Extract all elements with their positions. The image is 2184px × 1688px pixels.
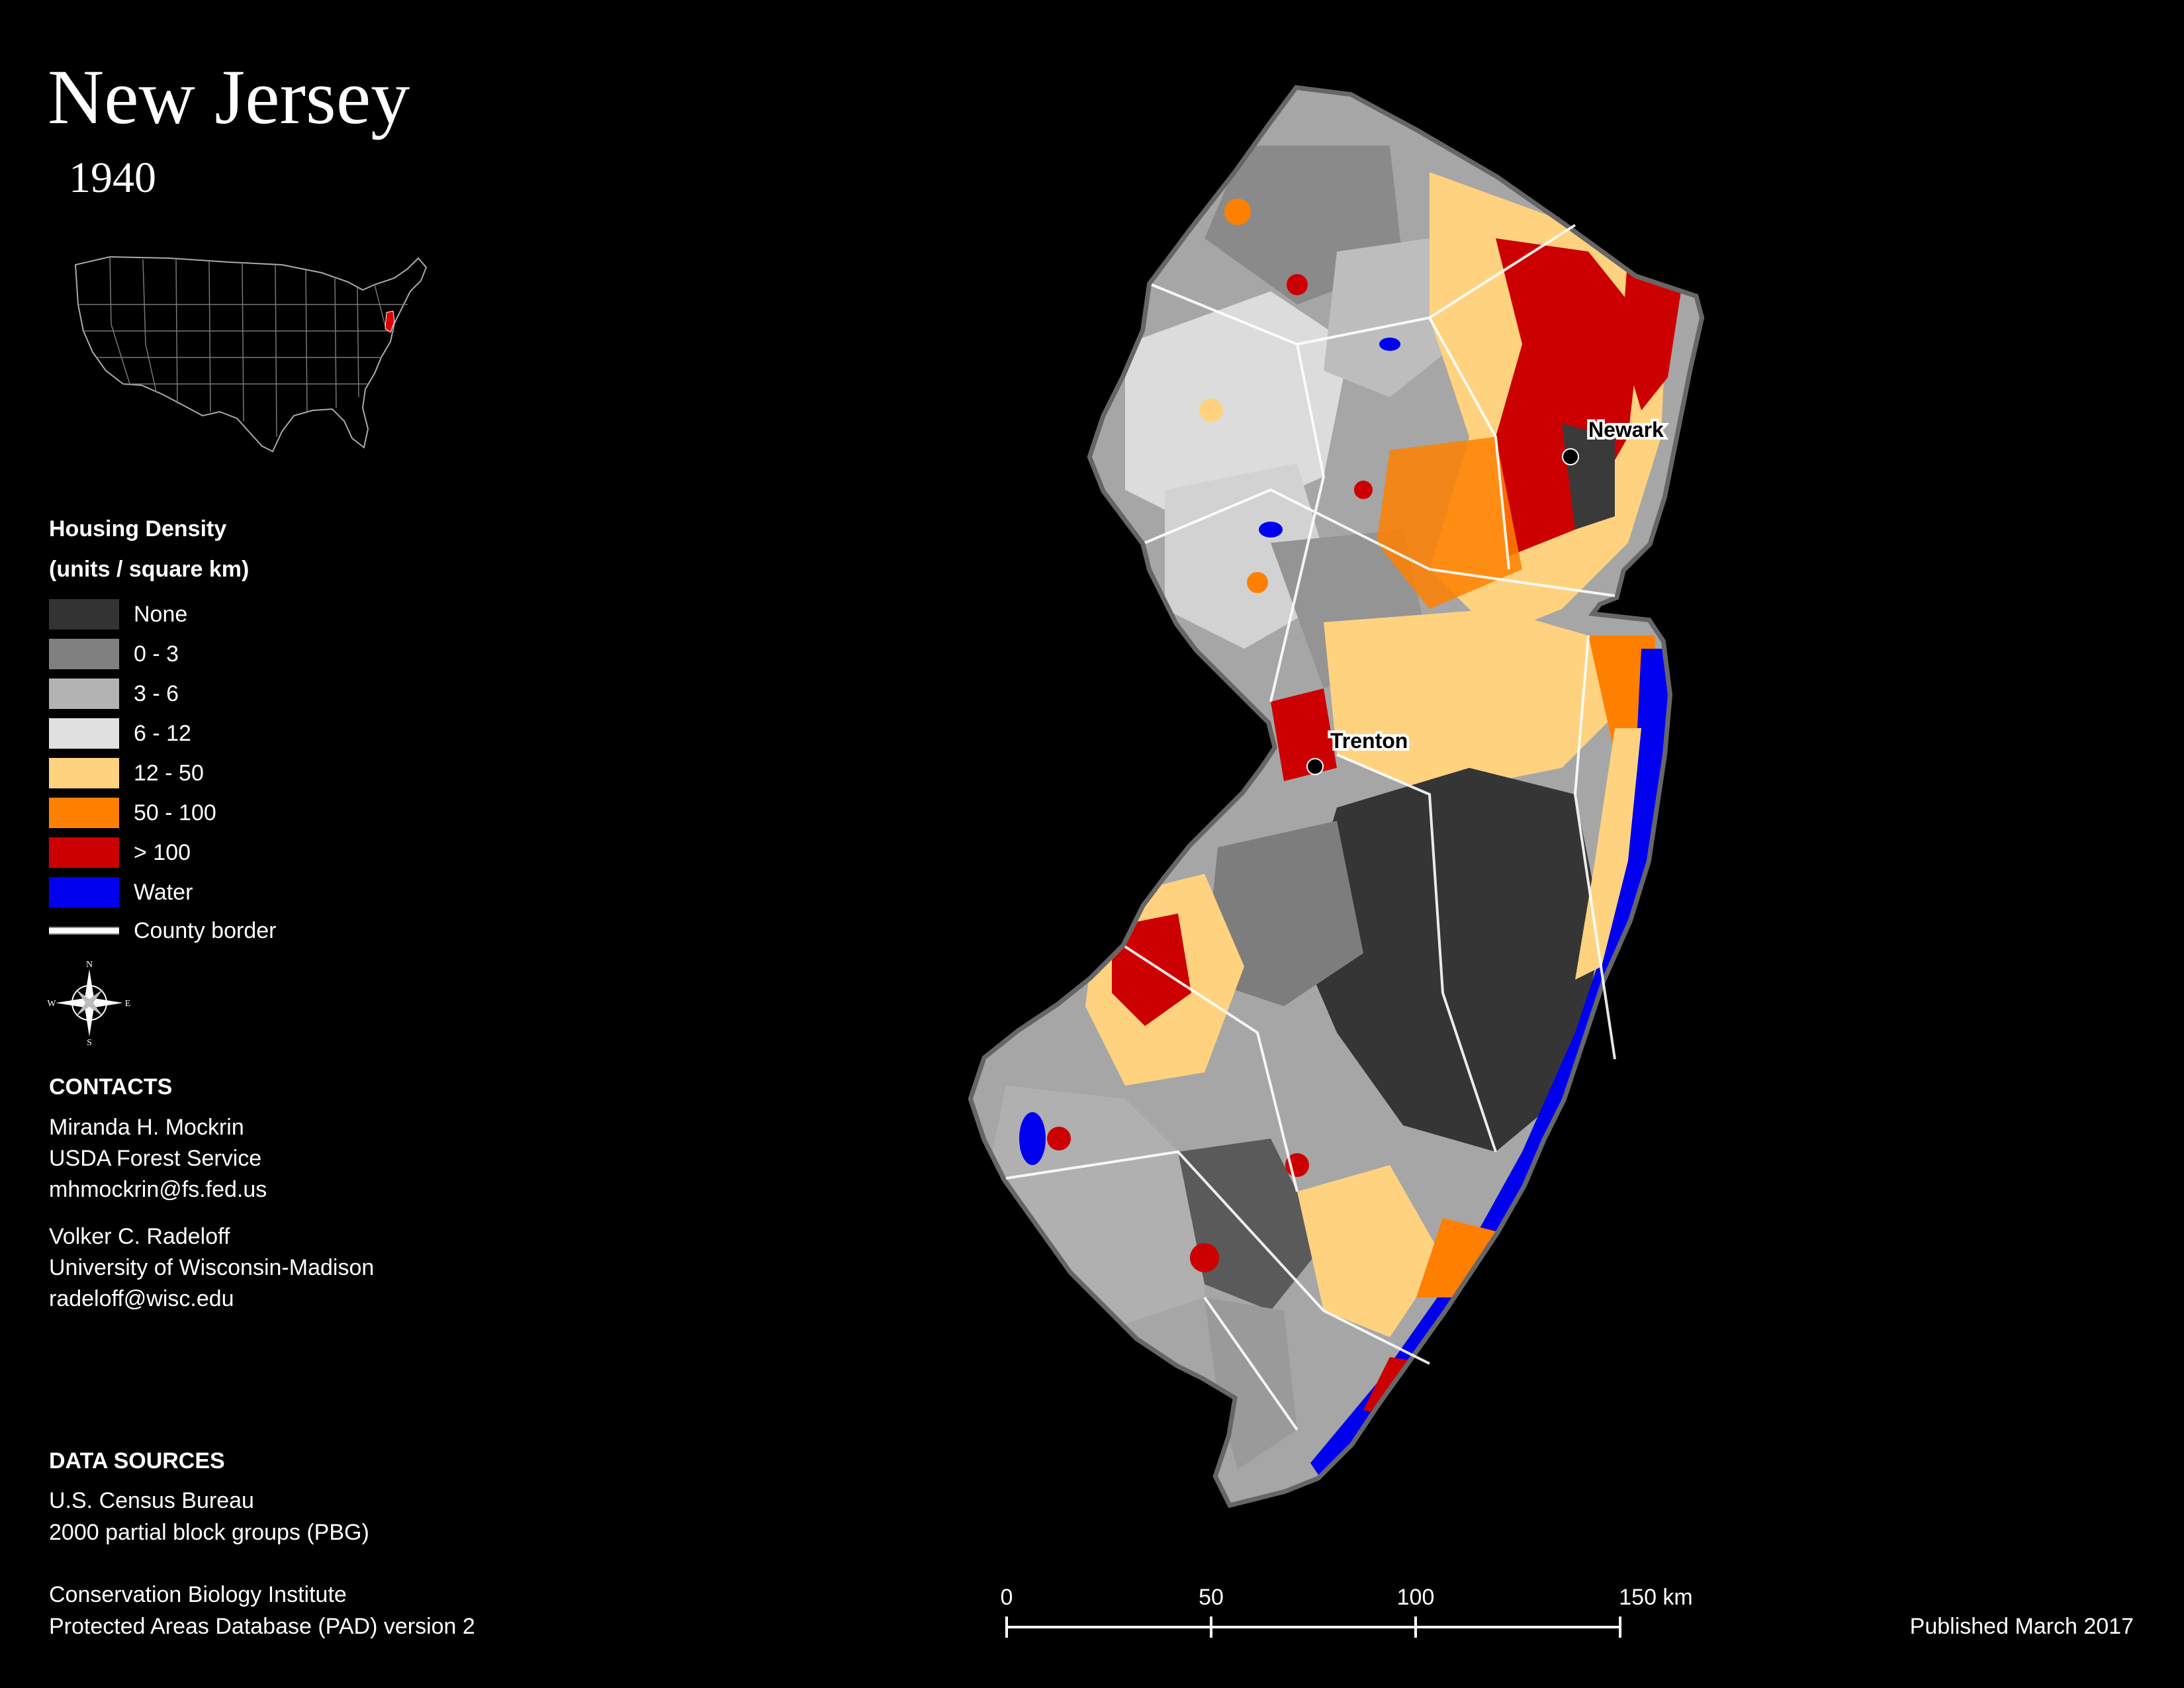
legend-label: 0 - 3 bbox=[134, 641, 179, 667]
contact-org: USDA Forest Service bbox=[49, 1146, 262, 1171]
compass-w: W bbox=[47, 999, 56, 1009]
legend-label: County border bbox=[134, 918, 277, 943]
legend-swatch bbox=[49, 639, 119, 669]
new-jersey-map: Newark Trenton bbox=[927, 66, 1734, 1549]
contact-email[interactable]: mhmockrin@fs.fed.us bbox=[49, 1177, 267, 1202]
legend-item-water: Water bbox=[49, 877, 380, 908]
legend-label: None bbox=[134, 602, 188, 627]
legend-item-6-12: 6 - 12 bbox=[49, 718, 380, 749]
legend-item-0-3: 0 - 3 bbox=[49, 639, 380, 669]
legend-item-none: None bbox=[49, 599, 380, 630]
legend-item-county-border: County border bbox=[49, 915, 380, 946]
legend-title: Housing Density bbox=[49, 516, 227, 541]
scale-tick-label: 100 bbox=[1397, 1585, 1435, 1610]
legend-swatch bbox=[49, 599, 119, 630]
contact-name: Volker C. Radeloff bbox=[49, 1224, 230, 1249]
contact-email[interactable]: radeloff@wisc.edu bbox=[49, 1286, 234, 1311]
compass-s: S bbox=[87, 1038, 92, 1046]
legend-item-over-100: > 100 bbox=[49, 837, 380, 868]
county-border-swatch bbox=[49, 927, 119, 935]
source-line: U.S. Census Bureau bbox=[49, 1488, 254, 1513]
legend-label: 6 - 12 bbox=[134, 721, 191, 746]
compass-rose-icon: N S W E bbox=[47, 960, 131, 1046]
map-year: 1940 bbox=[69, 154, 156, 202]
legend-label: 3 - 6 bbox=[134, 681, 179, 706]
nj-highlight bbox=[385, 310, 395, 333]
scale-bar: 0 50 100 150 km bbox=[1001, 1585, 1693, 1638]
legend-swatch bbox=[49, 837, 119, 868]
us-locator-map bbox=[74, 256, 428, 453]
legend-item-50-100: 50 - 100 bbox=[49, 798, 380, 828]
legend-label: 50 - 100 bbox=[134, 800, 216, 825]
contacts-heading: CONTACTS bbox=[49, 1074, 173, 1100]
compass-n: N bbox=[86, 960, 93, 970]
scale-tick-label: 0 bbox=[1001, 1585, 1013, 1610]
legend-subtitle: (units / square km) bbox=[49, 557, 250, 582]
legend-swatch bbox=[49, 718, 119, 749]
city-label-trenton: Trenton bbox=[1330, 729, 1408, 753]
legend-label: Water bbox=[134, 880, 193, 905]
legend-label: > 100 bbox=[134, 840, 191, 865]
compass-e: E bbox=[125, 999, 131, 1009]
source-line: 2000 partial block groups (PBG) bbox=[49, 1520, 369, 1545]
legend-item-3-6: 3 - 6 bbox=[49, 679, 380, 709]
scale-tick-label: 50 bbox=[1199, 1585, 1224, 1610]
city-label-newark: Newark bbox=[1588, 418, 1664, 442]
legend-swatch bbox=[49, 758, 119, 788]
legend-item-12-50: 12 - 50 bbox=[49, 758, 380, 788]
source-line: Protected Areas Database (PAD) version 2 bbox=[49, 1614, 475, 1639]
scale-tick-label: 150 km bbox=[1619, 1585, 1693, 1610]
legend-swatch bbox=[49, 679, 119, 709]
legend-swatch bbox=[49, 877, 119, 908]
published-date: Published March 2017 bbox=[1909, 1614, 2134, 1639]
legend-label: 12 - 50 bbox=[134, 761, 204, 786]
map-title: New Jersey bbox=[48, 54, 410, 140]
legend-swatch bbox=[49, 798, 119, 828]
contact-org: University of Wisconsin-Madison bbox=[49, 1255, 375, 1280]
contact-name: Miranda H. Mockrin bbox=[49, 1115, 244, 1140]
data-sources-heading: DATA SOURCES bbox=[49, 1448, 225, 1474]
source-line: Conservation Biology Institute bbox=[49, 1582, 347, 1607]
